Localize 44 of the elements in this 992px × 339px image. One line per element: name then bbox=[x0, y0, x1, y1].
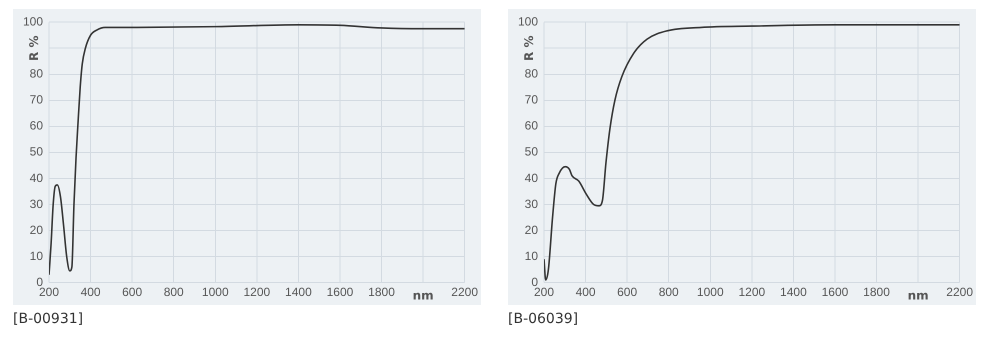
y-tick-label: 70 bbox=[30, 92, 44, 107]
y-tick-label: 30 bbox=[30, 196, 44, 211]
x-tick-label: 1800 bbox=[368, 285, 396, 300]
y-tick-label: 100 bbox=[518, 14, 538, 29]
x-tick-label: 600 bbox=[617, 285, 638, 300]
x-tick-label: 1200 bbox=[243, 285, 271, 300]
y-tick-label: 80 bbox=[524, 66, 538, 81]
line-series bbox=[49, 24, 465, 276]
x-tick-label: 2200 bbox=[946, 285, 974, 300]
x-tick-label: 1200 bbox=[738, 285, 766, 300]
x-axis-title: nm bbox=[412, 288, 434, 303]
y-tick-label: 60 bbox=[524, 118, 538, 133]
x-tick-label: 800 bbox=[658, 285, 680, 300]
y-tick-label: 100 bbox=[22, 14, 44, 29]
x-tick-label: 400 bbox=[576, 285, 596, 300]
y-tick-label: 10 bbox=[30, 248, 44, 263]
y-tick-label: 40 bbox=[30, 170, 44, 185]
y-tick-label: 70 bbox=[524, 92, 538, 107]
y-tick-label: 60 bbox=[30, 118, 44, 133]
y-axis-title: R % bbox=[27, 36, 42, 61]
y-tick-label: 20 bbox=[524, 222, 538, 237]
line-series bbox=[544, 24, 960, 281]
x-tick-label: 1400 bbox=[285, 285, 312, 300]
text: [B-06039] bbox=[508, 311, 580, 327]
x-tick-label: 800 bbox=[164, 285, 184, 300]
x-axis-title: nm bbox=[908, 288, 929, 303]
x-tick-label: 1600 bbox=[822, 285, 849, 300]
x-tick-label: 1600 bbox=[326, 285, 354, 300]
y-tick-label: 20 bbox=[30, 222, 44, 237]
x-tick-label: 600 bbox=[122, 285, 142, 300]
x-tick-label: 2200 bbox=[451, 285, 478, 300]
y-tick-label: 40 bbox=[524, 170, 538, 185]
y-tick-label: 50 bbox=[524, 144, 538, 159]
y-tick-label: 30 bbox=[524, 196, 538, 211]
text: [B-00931] bbox=[13, 311, 84, 327]
x-tick-label: 400 bbox=[80, 285, 101, 300]
y-tick-label: 80 bbox=[30, 66, 44, 81]
y-tick-label: 50 bbox=[30, 144, 44, 159]
x-tick-label: 1800 bbox=[863, 285, 890, 300]
x-tick-label: 1400 bbox=[780, 285, 808, 300]
x-tick-label: 1000 bbox=[696, 285, 724, 300]
y-axis-title: R % bbox=[522, 36, 536, 61]
x-tick-label: 1000 bbox=[202, 285, 229, 300]
y-tick-label: 10 bbox=[524, 248, 538, 263]
